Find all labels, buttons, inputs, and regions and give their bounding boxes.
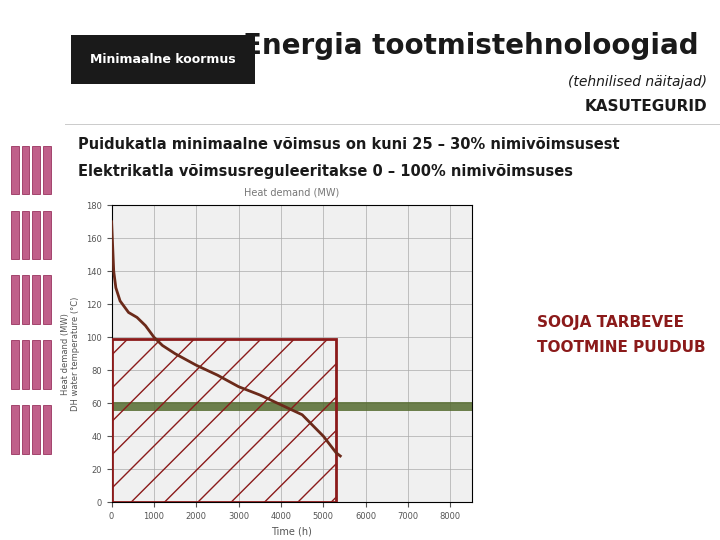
Bar [65,124,720,125]
Bar [112,402,472,411]
Bar [112,339,336,502]
Bar [22,146,30,194]
Text: Puidukatla minimaalne võimsus on kuni 25 – 30% nimivõimsusest: Puidukatla minimaalne võimsus on kuni 25… [78,137,619,152]
Text: Energia tootmistehnoloogiad: Energia tootmistehnoloogiad [243,32,699,60]
Bar [32,340,40,389]
Bar [22,211,30,259]
Bar [11,340,19,389]
Bar [11,275,19,324]
Bar [11,211,19,259]
Text: Heat demand (MW): Heat demand (MW) [244,187,339,197]
FancyBboxPatch shape [71,35,255,84]
Text: Minimaalne koormus: Minimaalne koormus [90,53,236,66]
Bar [22,340,30,389]
Bar [43,211,51,259]
Bar [43,340,51,389]
Bar [11,146,19,194]
Bar [32,275,40,324]
Bar [43,405,51,454]
X-axis label: Time (h): Time (h) [271,526,312,536]
Text: KASUTEGURID: KASUTEGURID [584,99,707,114]
Y-axis label: Heat demand (MW)
DH water temperature (°C): Heat demand (MW) DH water temperature (°… [61,296,81,411]
Text: Elektrikatla võimsusreguleeritakse 0 – 100% nimivõimsuses: Elektrikatla võimsusreguleeritakse 0 – 1… [78,164,573,179]
Text: (tehnilised näitajad): (tehnilised näitajad) [568,75,707,89]
Bar [43,275,51,324]
Bar [32,146,40,194]
Text: SOOJA TARBEVEE
TOOTMINE PUUDUB: SOOJA TARBEVEE TOOTMINE PUUDUB [536,315,705,355]
Bar [112,339,336,502]
Bar [32,211,40,259]
Bar [22,275,30,324]
Bar [32,405,40,454]
Bar [22,405,30,454]
Bar [11,405,19,454]
Bar [43,146,51,194]
